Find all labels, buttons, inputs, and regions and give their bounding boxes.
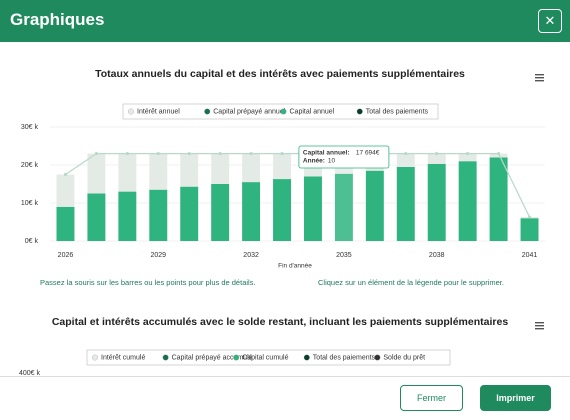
total-point xyxy=(218,152,222,156)
bar-segment xyxy=(56,206,75,241)
chart-area: Passez la souris sur les barres ou les p… xyxy=(19,68,545,376)
legend-label: Capital cumulé xyxy=(242,355,288,362)
bar-segment xyxy=(242,153,261,183)
total-point xyxy=(404,152,408,156)
note: Passez la souris sur les barres ou les p… xyxy=(40,278,256,287)
bar-segment xyxy=(303,176,322,241)
tooltip-value: 10 xyxy=(328,158,336,165)
legend-marker xyxy=(303,354,310,361)
bar-segment xyxy=(365,170,384,241)
total-point xyxy=(63,172,68,177)
dialog-title: Graphiques xyxy=(10,10,105,29)
header: Graphiques ✕ xyxy=(0,0,570,42)
bar-segment xyxy=(489,153,508,158)
bar-segment xyxy=(273,153,292,180)
bar-segment xyxy=(87,193,106,241)
bar-segment xyxy=(396,166,415,241)
total-line xyxy=(65,152,531,218)
bar-segment xyxy=(56,174,75,207)
bar-segment xyxy=(489,157,508,241)
menu-icon[interactable] xyxy=(535,322,544,330)
legend-box xyxy=(122,103,439,120)
tooltip-label: Capital annuel: xyxy=(303,150,350,157)
tooltip-value: 17 694€ xyxy=(356,150,380,157)
bar-segment xyxy=(273,179,292,241)
legend-marker xyxy=(356,108,363,115)
chart-title: Totaux annuels du capital et des intérêt… xyxy=(95,68,465,80)
total-point xyxy=(435,152,439,156)
tooltip xyxy=(298,145,390,169)
bar-segment xyxy=(118,191,137,241)
total-point xyxy=(94,152,99,156)
legend-marker xyxy=(92,354,98,361)
bar-segment xyxy=(427,163,446,241)
legend-label: Capital prépayé annuel xyxy=(213,109,285,116)
bar-segment xyxy=(458,161,477,241)
total-point xyxy=(496,152,501,156)
bar-segment xyxy=(334,173,353,241)
bar-segment xyxy=(520,218,539,241)
bar-segment xyxy=(458,153,477,162)
legend-marker xyxy=(374,354,381,361)
y-tick-label: 0€ k xyxy=(25,238,39,245)
x-tick-label: 2029 xyxy=(150,252,166,259)
legend-label: Total des paiements xyxy=(366,109,429,116)
x-tick-label: 2026 xyxy=(58,252,74,259)
bar-segment xyxy=(211,153,230,184)
total-point xyxy=(125,152,129,156)
bar-segment xyxy=(427,153,446,164)
total-point xyxy=(249,152,253,156)
tooltip-label: Année: xyxy=(303,158,325,165)
bar-segment xyxy=(180,153,199,187)
close-button[interactable]: ✕ xyxy=(538,9,562,33)
total-point xyxy=(466,152,470,156)
bar-segment xyxy=(149,153,168,190)
close-button[interactable]: Fermer xyxy=(400,385,463,411)
legend-marker xyxy=(128,108,134,115)
legend-label: Capital prépayé accumulé xyxy=(172,355,253,362)
bar-segment xyxy=(211,184,230,241)
print-button[interactable]: Imprimer xyxy=(480,385,551,411)
bar-segment xyxy=(87,153,106,194)
total-point xyxy=(280,152,284,156)
x-tick-label: 2035 xyxy=(336,252,352,259)
total-point xyxy=(527,215,532,219)
x-tick-label: 2032 xyxy=(243,252,259,259)
x-tick-label: 2041 xyxy=(522,252,538,259)
x-tick-label: 2038 xyxy=(429,252,445,259)
legend-label: Solde du prêt xyxy=(383,355,425,362)
legend-label: Intérêt cumulé xyxy=(101,355,145,362)
bar-segment xyxy=(180,186,199,241)
bar-segment xyxy=(242,182,261,241)
y-tick-label: 20€ k xyxy=(21,162,39,169)
legend-box xyxy=(86,349,451,366)
footer: Fermer Imprimer xyxy=(0,376,570,420)
y-tick-label: 10€ k xyxy=(21,200,39,207)
note: Cliquez sur un élément de la légende pou… xyxy=(318,278,504,287)
y-tick-label: 30€ k xyxy=(21,124,39,131)
bar-segment xyxy=(149,189,168,241)
legend-label: Total des paiements xyxy=(313,355,376,362)
legend-marker xyxy=(162,354,169,361)
y-tick-label: 400€ k xyxy=(19,370,41,376)
legend-label: Intérêt annuel xyxy=(137,109,180,116)
total-point xyxy=(156,152,160,156)
legend-marker xyxy=(204,108,211,115)
x-axis-label: Fin d'année xyxy=(278,263,312,270)
chart-title: Capital et intérêts accumulés avec le so… xyxy=(52,316,509,328)
bar-segment xyxy=(118,153,137,192)
legend-marker xyxy=(280,108,287,115)
legend-marker xyxy=(233,354,240,361)
total-point xyxy=(187,152,191,156)
bar-segment xyxy=(396,153,415,167)
menu-icon[interactable] xyxy=(535,74,544,82)
legend-label: Capital annuel xyxy=(290,109,335,116)
